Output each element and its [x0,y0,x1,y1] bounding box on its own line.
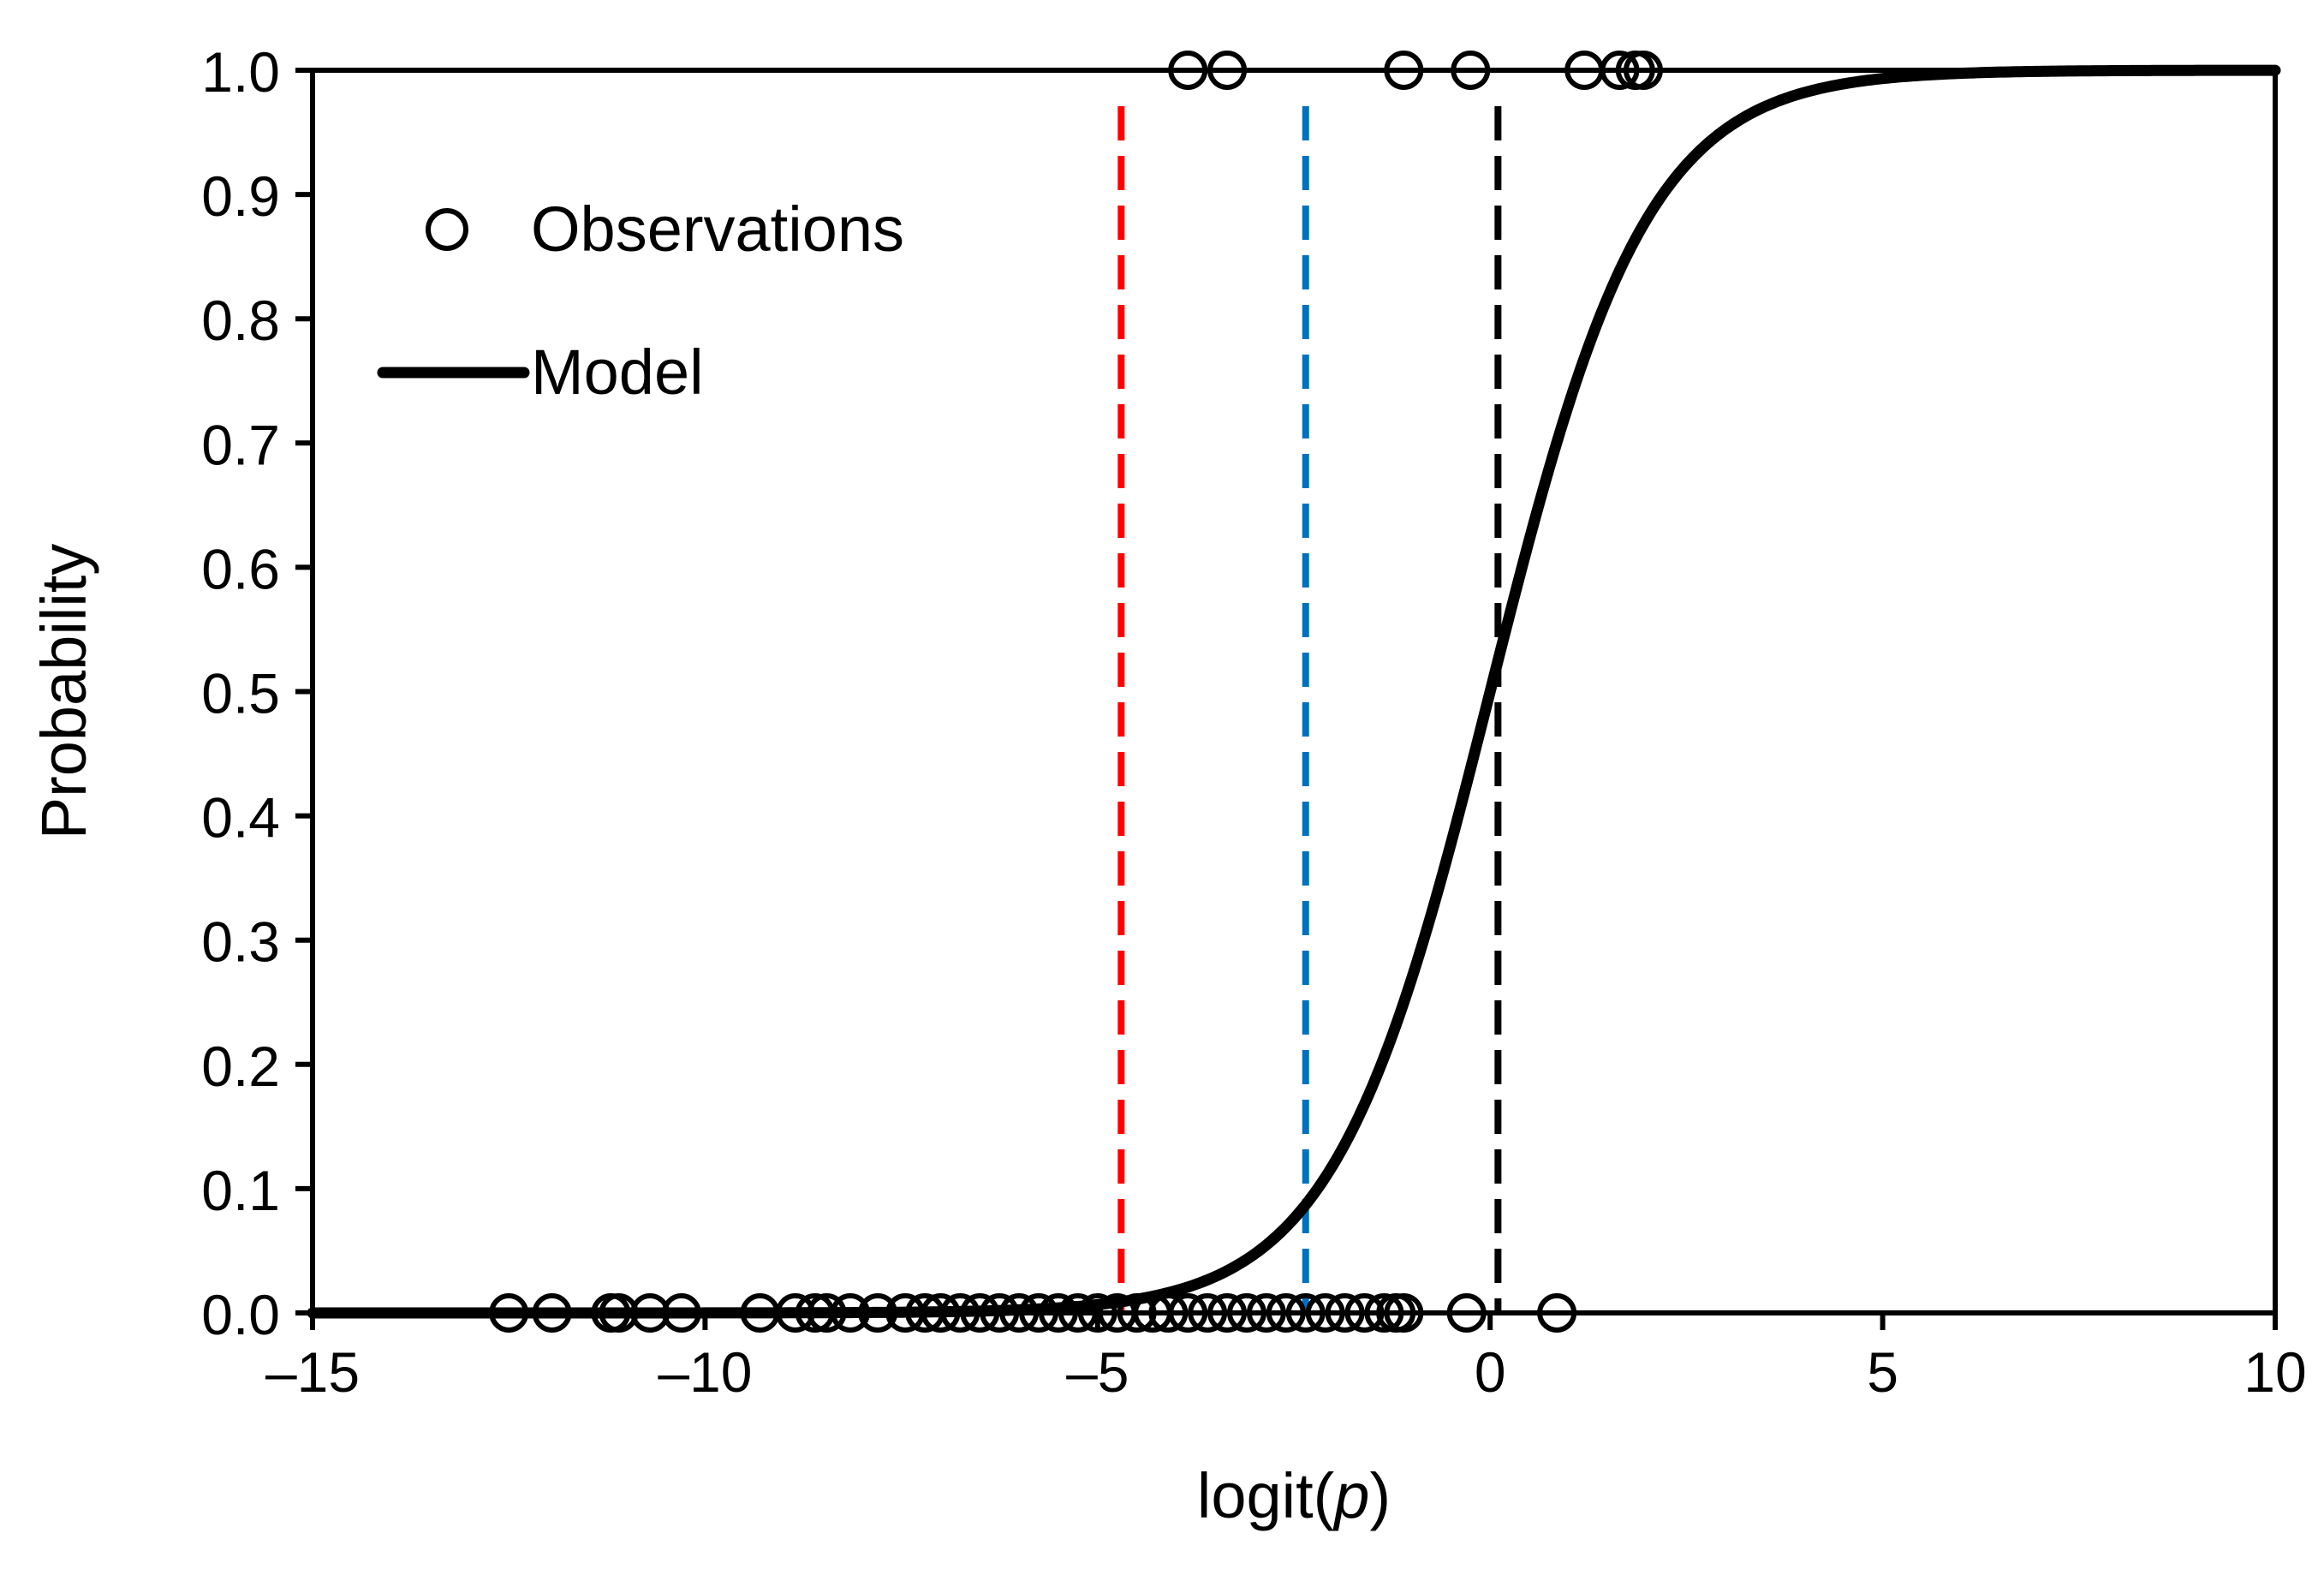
x-tick-label: 5 [1867,1340,1898,1404]
x-tick-label: –15 [265,1340,360,1404]
observation-point [1451,51,1491,90]
observation-points [489,51,1663,1333]
x-axis-label-close: ) [1369,1460,1391,1531]
observation-point [599,1293,639,1333]
observation-point [1117,1293,1157,1333]
y-tick-label: 1.0 [201,40,280,104]
observation-point [532,1293,572,1333]
y-axis-ticks: 0.0 0.1 0.2 0.3 0.4 0.5 0.6 0.7 0.8 0.9 1.0 [201,40,313,1346]
observation-point [630,1293,670,1333]
y-tick-label: 0.0 [201,1283,280,1346]
observation-point [1266,1293,1306,1333]
observation-point [831,1293,871,1333]
observation-point [1188,1293,1228,1333]
legend-model-label: Model [531,337,704,408]
x-tick-label: 10 [2244,1340,2306,1404]
observation-point [940,1293,980,1333]
observation-point [980,1293,1020,1333]
observation-point [1038,1293,1078,1333]
observation-point [1537,1293,1577,1333]
y-tick-label: 0.8 [201,289,280,352]
observation-point [1019,1293,1059,1333]
observation-point [1384,1293,1424,1333]
observation-point [999,1293,1040,1333]
observation-point [1600,51,1640,90]
x-axis-label: logit(p) [1197,1460,1391,1531]
observation-point [489,1293,529,1333]
y-tick-label: 0.9 [201,164,280,228]
legend: Observations Model [377,194,904,408]
y-tick-label: 0.6 [201,537,280,600]
observation-point [858,1293,898,1333]
x-tick-label: 0 [1475,1340,1506,1404]
observation-point [1226,1293,1266,1333]
observation-point [661,1293,701,1333]
x-axis-label-text: logit( [1197,1460,1335,1531]
y-tick-label: 0.4 [201,786,280,850]
observation-point [1148,1293,1189,1333]
observation-point [1285,1293,1326,1333]
observation-point [960,1293,1000,1333]
observation-point [807,1293,847,1333]
y-tick-label: 0.7 [201,413,280,476]
observation-point [1384,51,1424,90]
y-tick-label: 0.1 [201,1159,280,1222]
observation-point [1446,1293,1487,1333]
x-axis-label-italic: p [1332,1460,1369,1531]
observation-point [1077,1293,1117,1333]
x-axis-ticks: –15 –10 –5 0 5 10 [265,1313,2307,1404]
legend-observations-marker [426,208,468,251]
observation-point [1168,51,1208,90]
observation-point [1207,1293,1248,1333]
observation-point [1058,1293,1098,1333]
y-tick-label: 0.5 [201,662,280,725]
observation-point [1246,1293,1286,1333]
x-tick-label: –10 [658,1340,752,1404]
observation-point [1305,1293,1345,1333]
y-tick-label: 0.2 [201,1035,280,1098]
legend-observations-label: Observations [531,194,904,265]
y-axis-label: Probability [28,544,99,840]
observation-point [921,1293,961,1333]
y-tick-label: 0.3 [201,910,280,974]
x-tick-label: –5 [1066,1340,1129,1404]
observation-point [775,1293,815,1333]
observation-point [1325,1293,1365,1333]
observation-point [1344,1293,1385,1333]
reference-lines [1117,106,1502,1313]
observation-point [1623,51,1663,90]
observation-point [1364,1293,1404,1333]
observation-point [1207,51,1248,90]
observation-point [1168,1293,1208,1333]
